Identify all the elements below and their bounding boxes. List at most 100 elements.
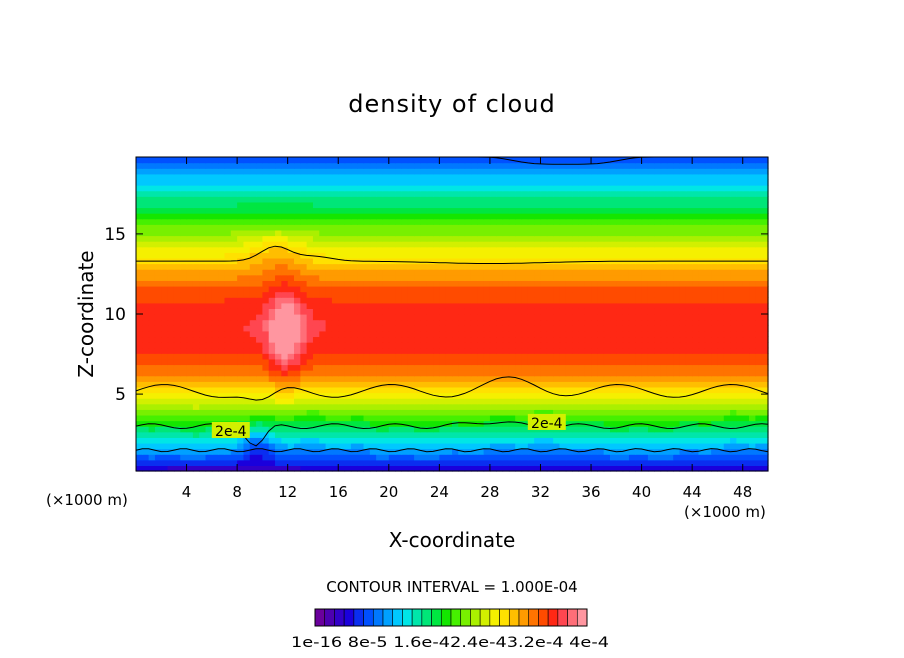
heatmap-cell bbox=[306, 314, 314, 321]
heatmap-cell bbox=[433, 257, 440, 265]
heatmap-cell bbox=[470, 347, 478, 354]
heatmap-cell bbox=[515, 269, 523, 276]
heatmap-cell bbox=[521, 269, 529, 276]
heatmap-cell bbox=[376, 252, 384, 259]
heatmap-cell bbox=[395, 358, 403, 366]
heatmap-cell bbox=[761, 241, 769, 248]
heatmap-cell bbox=[761, 218, 769, 225]
heatmap-cell bbox=[249, 448, 257, 455]
heatmap-cell bbox=[414, 454, 421, 461]
heatmap-cell bbox=[414, 241, 421, 248]
heatmap-cell bbox=[331, 353, 339, 360]
heatmap-cell bbox=[142, 252, 150, 259]
heatmap-cell bbox=[376, 375, 384, 382]
heatmap-cell bbox=[534, 314, 542, 321]
heatmap-cell bbox=[262, 274, 270, 281]
heatmap-cell bbox=[534, 224, 542, 231]
heatmap-cell bbox=[685, 207, 693, 214]
heatmap-cell bbox=[628, 291, 636, 298]
heatmap-cell bbox=[730, 291, 737, 298]
heatmap-cell bbox=[673, 330, 681, 338]
heatmap-cell bbox=[439, 358, 447, 366]
heatmap-cell bbox=[717, 229, 725, 237]
heatmap-cell bbox=[275, 246, 282, 253]
heatmap-cell bbox=[704, 302, 712, 309]
heatmap-cell bbox=[742, 392, 750, 399]
heatmap-cell bbox=[312, 291, 320, 298]
heatmap-cell bbox=[338, 218, 346, 225]
heatmap-cell bbox=[496, 263, 504, 270]
heatmap-cell bbox=[616, 454, 624, 461]
heatmap-cell bbox=[692, 364, 700, 371]
heatmap-cell bbox=[635, 190, 643, 197]
heatmap-cell bbox=[275, 336, 282, 343]
heatmap-cell bbox=[559, 269, 567, 276]
heatmap-cell bbox=[325, 207, 333, 214]
heatmap-cell bbox=[540, 308, 548, 315]
heatmap-cell bbox=[458, 218, 466, 225]
heatmap-cell bbox=[597, 213, 605, 220]
heatmap-cell bbox=[489, 207, 497, 214]
heatmap-cell bbox=[439, 398, 447, 405]
heatmap-cell bbox=[464, 414, 472, 422]
heatmap-cell bbox=[439, 392, 447, 399]
heatmap-cell bbox=[584, 358, 592, 366]
heatmap-cell bbox=[553, 218, 561, 225]
heatmap-cell bbox=[401, 336, 409, 343]
heatmap-cell bbox=[742, 274, 750, 281]
heatmap-cell bbox=[192, 414, 200, 422]
heatmap-cell bbox=[262, 392, 270, 399]
heatmap-cell bbox=[742, 381, 750, 388]
heatmap-cell bbox=[395, 297, 403, 304]
heatmap-cell bbox=[325, 414, 333, 422]
heatmap-cell bbox=[603, 269, 611, 276]
heatmap-cell bbox=[319, 381, 327, 388]
heatmap-cell bbox=[647, 246, 655, 253]
heatmap-cell bbox=[527, 196, 535, 203]
heatmap-cell bbox=[154, 319, 162, 326]
heatmap-cell bbox=[521, 358, 529, 366]
heatmap-cell bbox=[300, 263, 308, 270]
heatmap-cell bbox=[597, 392, 605, 399]
heatmap-cell bbox=[584, 291, 592, 298]
heatmap-cell bbox=[597, 442, 605, 450]
heatmap-cell bbox=[483, 364, 491, 371]
heatmap-cell bbox=[546, 190, 554, 197]
heatmap-cell bbox=[502, 459, 510, 466]
heatmap-cell bbox=[685, 314, 693, 321]
heatmap-cell bbox=[218, 280, 226, 287]
heatmap-cell bbox=[300, 426, 308, 433]
heatmap-cell bbox=[249, 269, 257, 276]
heatmap-cell bbox=[331, 308, 339, 315]
heatmap-cell bbox=[717, 370, 725, 377]
heatmap-cell bbox=[597, 190, 605, 197]
heatmap-cell bbox=[477, 381, 485, 388]
heatmap-cell bbox=[660, 297, 668, 304]
heatmap-cell bbox=[489, 280, 497, 287]
heatmap-cell bbox=[445, 308, 453, 315]
heatmap-cell bbox=[711, 336, 719, 343]
heatmap-cell bbox=[591, 325, 598, 332]
heatmap-cell bbox=[433, 442, 440, 450]
heatmap-cell bbox=[546, 201, 554, 209]
heatmap-cell bbox=[508, 398, 516, 405]
heatmap-cell bbox=[426, 358, 434, 366]
heatmap-cell bbox=[243, 257, 251, 265]
heatmap-cell bbox=[445, 241, 453, 248]
heatmap-cell bbox=[287, 235, 295, 242]
heatmap-cell bbox=[186, 285, 194, 293]
heatmap-cell bbox=[256, 448, 263, 455]
heatmap-cell bbox=[167, 246, 175, 253]
heatmap-cell bbox=[692, 285, 700, 293]
heatmap-cell bbox=[704, 347, 712, 354]
heatmap-cell bbox=[142, 280, 150, 287]
heatmap-cell bbox=[660, 252, 668, 259]
heatmap-cell bbox=[136, 319, 143, 326]
heatmap-cell bbox=[243, 218, 251, 225]
heatmap-cell bbox=[635, 252, 643, 259]
heatmap-cell bbox=[711, 398, 719, 405]
heatmap-cell bbox=[312, 459, 320, 466]
heatmap-cell bbox=[508, 257, 516, 265]
heatmap-cell bbox=[673, 263, 681, 270]
heatmap-cell bbox=[344, 257, 352, 265]
